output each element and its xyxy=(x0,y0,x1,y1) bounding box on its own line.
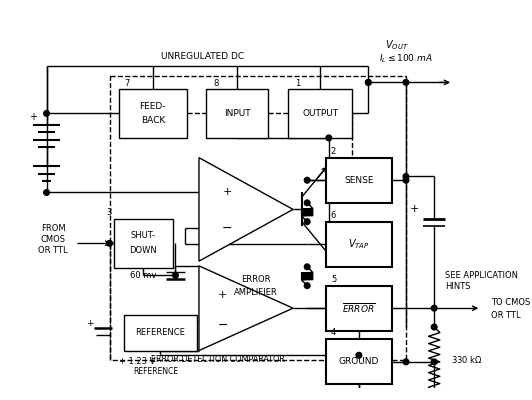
Text: 5: 5 xyxy=(331,274,336,284)
Text: CMOS: CMOS xyxy=(40,235,65,244)
Polygon shape xyxy=(199,266,293,350)
Bar xyxy=(288,89,352,138)
Circle shape xyxy=(365,80,371,85)
Text: +: + xyxy=(86,319,94,328)
Circle shape xyxy=(326,135,331,141)
Text: INPUT: INPUT xyxy=(224,109,251,118)
Circle shape xyxy=(44,111,49,116)
Circle shape xyxy=(403,359,409,365)
Text: 2: 2 xyxy=(331,146,336,156)
Text: SHUT-: SHUT- xyxy=(131,231,156,240)
Text: SEE APPLICATION: SEE APPLICATION xyxy=(445,271,519,280)
Text: 8: 8 xyxy=(213,79,219,88)
Text: REFERENCE: REFERENCE xyxy=(136,328,185,337)
Bar xyxy=(326,222,392,267)
Text: BACK: BACK xyxy=(141,116,165,124)
Text: $I_L \leq 100\ mA$: $I_L \leq 100\ mA$ xyxy=(379,53,433,65)
Text: REFERENCE: REFERENCE xyxy=(133,367,178,376)
Circle shape xyxy=(403,174,409,179)
Text: OUTPUT: OUTPUT xyxy=(302,109,338,118)
Circle shape xyxy=(304,283,310,288)
Text: 60 mv: 60 mv xyxy=(130,271,156,280)
Circle shape xyxy=(172,272,178,278)
Circle shape xyxy=(403,178,409,183)
Text: 3: 3 xyxy=(106,208,111,217)
Bar xyxy=(114,219,172,268)
Bar xyxy=(326,339,392,384)
Text: +: + xyxy=(218,290,227,300)
Text: 4: 4 xyxy=(331,328,336,337)
Circle shape xyxy=(304,178,310,183)
Circle shape xyxy=(365,80,371,85)
Text: −: − xyxy=(222,222,232,235)
Circle shape xyxy=(356,352,362,358)
Circle shape xyxy=(44,190,49,195)
Bar xyxy=(326,286,392,331)
Circle shape xyxy=(107,240,112,246)
Text: GROUND: GROUND xyxy=(339,357,379,366)
Text: OR TTL: OR TTL xyxy=(38,246,68,255)
Circle shape xyxy=(431,324,437,330)
Text: ERROR DETECTION COMPARATOR: ERROR DETECTION COMPARATOR xyxy=(151,356,285,364)
Text: UNREGULATED DC: UNREGULATED DC xyxy=(161,52,245,60)
Bar xyxy=(110,76,406,360)
Text: AMPLIFIER: AMPLIFIER xyxy=(234,288,277,297)
Text: $\overline{ERROR}$: $\overline{ERROR}$ xyxy=(342,301,376,315)
Circle shape xyxy=(431,359,437,365)
Text: 330 k$\Omega$: 330 k$\Omega$ xyxy=(451,354,483,366)
Text: +: + xyxy=(410,204,419,214)
Text: +: + xyxy=(222,188,232,198)
Text: +: + xyxy=(29,112,37,122)
Text: FEED-: FEED- xyxy=(139,102,166,111)
Text: OR TTL: OR TTL xyxy=(491,311,520,320)
Text: + 1.23 V: + 1.23 V xyxy=(119,357,155,366)
Circle shape xyxy=(403,80,409,85)
Text: 1: 1 xyxy=(295,79,301,88)
Bar xyxy=(326,158,392,203)
Text: SENSE: SENSE xyxy=(344,176,373,185)
Text: ERROR: ERROR xyxy=(240,276,270,284)
Text: 6: 6 xyxy=(331,210,336,220)
Text: $V_{TAP}$: $V_{TAP}$ xyxy=(348,237,370,251)
Text: TO CMOS: TO CMOS xyxy=(491,298,530,307)
Bar xyxy=(206,89,268,138)
Circle shape xyxy=(431,305,437,311)
Text: $V_{OUT}$: $V_{OUT}$ xyxy=(385,38,409,52)
Text: −: − xyxy=(217,319,228,332)
Circle shape xyxy=(304,200,310,206)
Text: FROM: FROM xyxy=(41,224,65,233)
Bar xyxy=(119,89,187,138)
Text: DOWN: DOWN xyxy=(130,246,157,255)
Circle shape xyxy=(304,219,310,224)
Bar xyxy=(124,315,197,350)
Text: HINTS: HINTS xyxy=(445,282,471,291)
Polygon shape xyxy=(199,158,293,261)
Text: 7: 7 xyxy=(124,79,129,88)
Circle shape xyxy=(304,264,310,270)
